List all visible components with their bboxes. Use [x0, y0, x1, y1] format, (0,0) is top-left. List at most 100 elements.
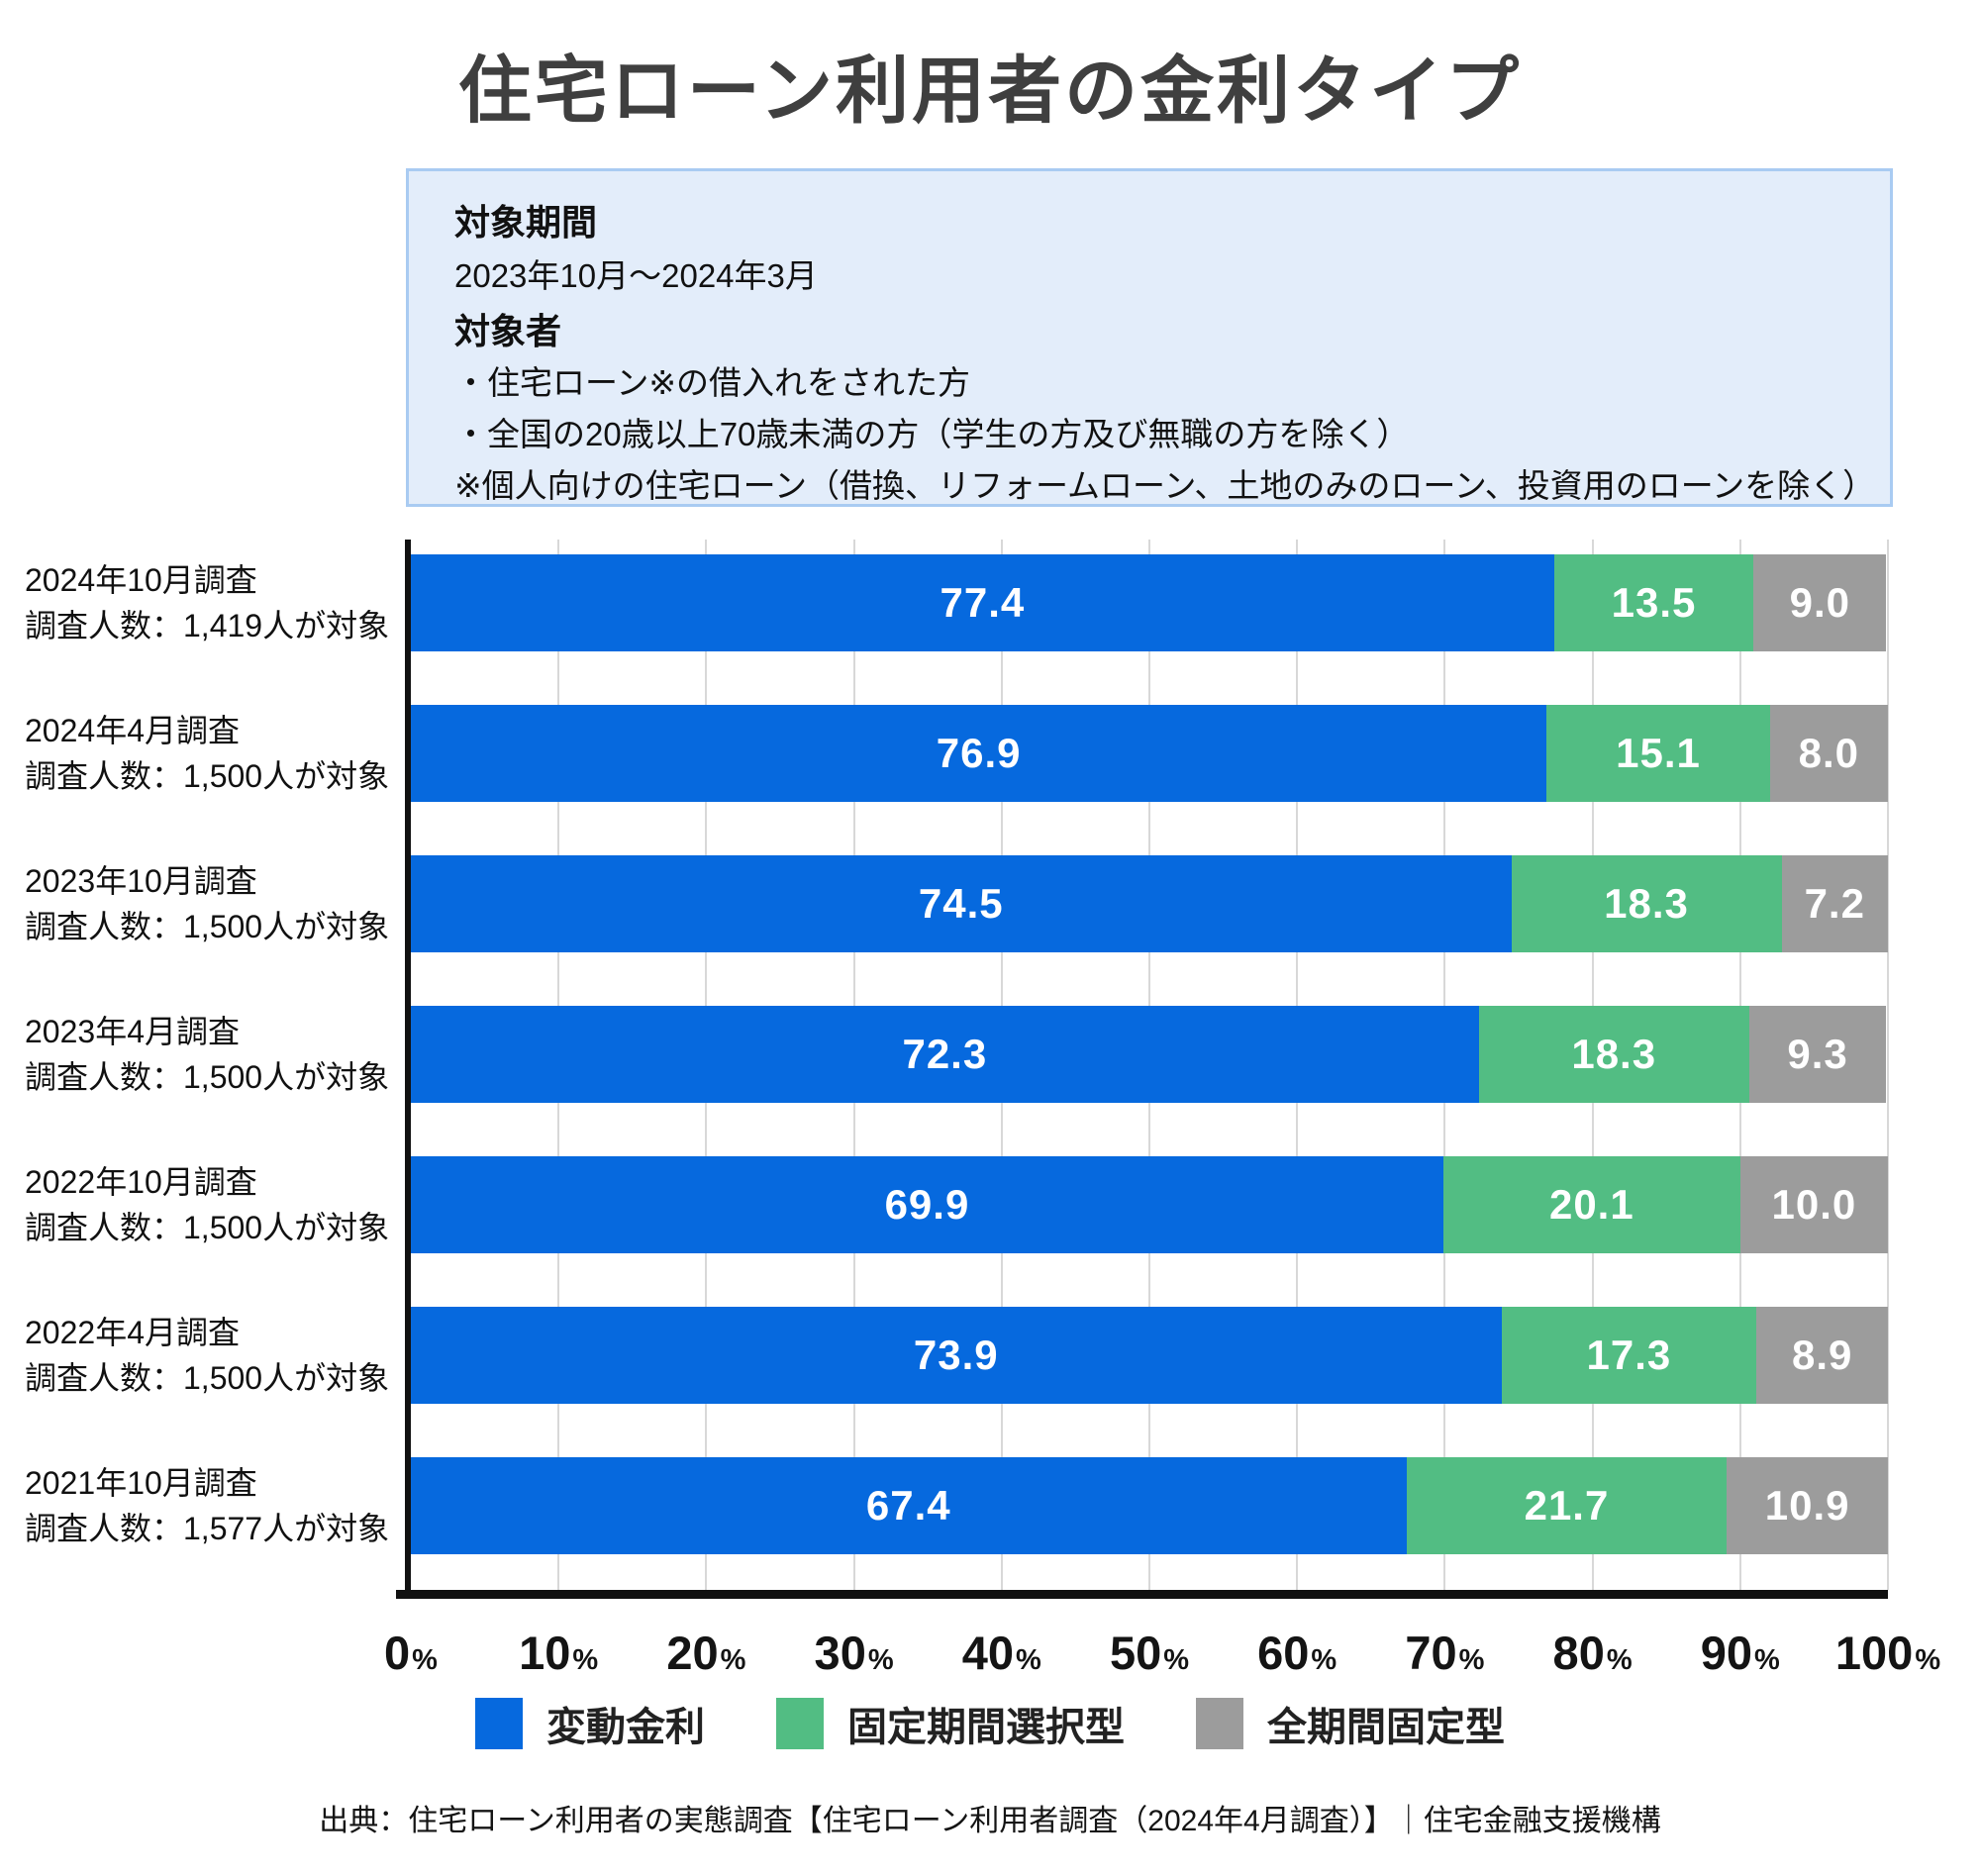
audience-line: ・住宅ローン※の借入れをされた方 [454, 364, 971, 401]
bar-value-label: 77.4 [940, 579, 1026, 626]
bar-segment-fixed-period-select: 17.3 [1501, 1307, 1757, 1404]
bar-value-label: 76.9 [936, 730, 1022, 776]
x-tick-label: 30% [815, 1626, 894, 1680]
bar-segment-full-term-fixed: 9.3 [1748, 1006, 1887, 1103]
bar-value-label: 20.1 [1548, 1181, 1634, 1228]
bar-segment-variable-rate: 73.9 [411, 1307, 1502, 1404]
row-label-sample: 調査人数：1,500人が対象 [25, 1059, 390, 1095]
period-label: 対象期間 [454, 202, 598, 243]
row-label-sample: 調査人数：1,500人が対象 [25, 1360, 390, 1396]
legend-label-fixed-period-select: 固定期間選択型 [847, 1706, 1125, 1749]
period-value: 2023年10月〜2024年3月 [454, 257, 818, 294]
gridline [1887, 540, 1889, 1590]
legend-swatch-full-term-fixed [1196, 1698, 1243, 1749]
legend-swatch-fixed-period-select [776, 1698, 824, 1749]
source-note: 出典：住宅ローン利用者の実態調査【住宅ローン利用者調査（2024年4月調査）】｜… [319, 1805, 1661, 1837]
row-label-sample: 調査人数：1,419人が対象 [25, 608, 390, 643]
y-axis-line [405, 540, 411, 1590]
bar-row: 72.3 18.3 9.3 [411, 1006, 1888, 1103]
x-tick-percent-sign: % [1016, 1644, 1041, 1676]
bar-segment-variable-rate: 76.9 [411, 705, 1547, 802]
bar-value-label: 18.3 [1604, 880, 1689, 927]
x-tick-percent-sign: % [1915, 1644, 1941, 1676]
bar-row: 77.4 13.5 9.0 [411, 554, 1888, 651]
row-label-sample: 調査人数：1,500人が対象 [25, 1210, 390, 1245]
x-tick-number: 0 [384, 1627, 411, 1679]
bar-segment-fixed-period-select: 18.3 [1511, 855, 1782, 952]
row-label: 2022年4月調査調査人数：1,500人が対象 [25, 1307, 411, 1404]
bar-value-label: 18.3 [1571, 1031, 1657, 1077]
row-label-survey: 2022年4月調査 [25, 1315, 240, 1350]
bar-segment-full-term-fixed: 8.9 [1756, 1307, 1889, 1404]
x-tick-percent-sign: % [720, 1644, 746, 1676]
x-tick-percent-sign: % [1311, 1644, 1337, 1676]
x-tick-number: 20 [666, 1627, 719, 1679]
bar-value-label: 9.0 [1789, 579, 1851, 626]
bar-segment-full-term-fixed: 9.0 [1753, 554, 1887, 651]
row-label-survey: 2022年10月調査 [25, 1164, 257, 1200]
x-tick-percent-sign: % [1606, 1644, 1633, 1676]
row-label-survey: 2024年10月調査 [25, 562, 257, 598]
legend: 変動金利 固定期間選択型 全期間固定型 [0, 1695, 1980, 1752]
x-tick-label: 80% [1553, 1626, 1633, 1680]
info-box: 対象期間 2023年10月〜2024年3月 対象者 ・住宅ローン※の借入れをされ… [406, 168, 1893, 507]
bar-value-label: 10.9 [1764, 1482, 1850, 1529]
x-tick-label: 100% [1835, 1626, 1940, 1680]
x-tick-percent-sign: % [412, 1644, 438, 1676]
row-label: 2022年10月調査調査人数：1,500人が対象 [25, 1156, 411, 1253]
x-tick-number: 10 [519, 1627, 571, 1679]
bar-value-label: 74.5 [918, 880, 1004, 927]
bar-value-label: 67.4 [865, 1482, 951, 1529]
plot-area: 77.4 13.5 9.0 76.9 15.1 8.0 74.5 18.3 7.2 72.3 18.… [411, 540, 1889, 1590]
x-tick-number: 80 [1552, 1627, 1605, 1679]
x-tick-number: 60 [1257, 1627, 1310, 1679]
x-tick-number: 100 [1834, 1627, 1914, 1679]
x-tick-percent-sign: % [867, 1644, 894, 1676]
bar-segment-variable-rate: 77.4 [411, 554, 1554, 651]
bar-segment-fixed-period-select: 18.3 [1478, 1006, 1749, 1103]
audience-label: 対象者 [454, 311, 562, 351]
bar-value-label: 15.1 [1616, 730, 1701, 776]
x-tick-label: 10% [519, 1626, 598, 1680]
row-label: 2024年10月調査調査人数：1,419人が対象 [25, 554, 411, 651]
bar-row: 69.9 20.1 10.0 [411, 1156, 1888, 1253]
x-tick-number: 50 [1109, 1627, 1162, 1679]
x-tick-label: 90% [1701, 1626, 1780, 1680]
bar-segment-fixed-period-select: 20.1 [1442, 1156, 1740, 1253]
legend-item-variable-rate: 変動金利 [475, 1695, 705, 1752]
x-tick-number: 90 [1700, 1627, 1753, 1679]
x-tick-label: 50% [1110, 1626, 1189, 1680]
x-tick-label: 0% [384, 1626, 438, 1680]
legend-label-variable-rate: 変動金利 [546, 1706, 705, 1749]
row-label-sample: 調査人数：1,500人が対象 [25, 758, 390, 794]
row-label: 2024年4月調査 調査人数：1,500人が対象 [25, 705, 411, 802]
audience-line: ※個人向けの住宅ローン（借換、リフォームローン、土地のみのローン、投資用のローン… [454, 467, 1876, 504]
bar-segment-fixed-period-select: 21.7 [1406, 1457, 1728, 1554]
x-tick-label: 40% [962, 1626, 1041, 1680]
bar-value-label: 8.0 [1798, 730, 1859, 776]
bar-segment-variable-rate: 67.4 [411, 1457, 1407, 1554]
bar-row: 76.9 15.1 8.0 [411, 705, 1888, 802]
x-axis-line [396, 1590, 1888, 1599]
bar-value-label: 69.9 [884, 1181, 970, 1228]
bar-value-label: 7.2 [1804, 880, 1865, 927]
x-tick-percent-sign: % [1754, 1644, 1780, 1676]
row-label: 2021年10月調査 調査人数：1,577人が対象 [25, 1457, 411, 1554]
bar-segment-fixed-period-select: 15.1 [1546, 705, 1770, 802]
bar-row: 67.4 21.7 10.9 [411, 1457, 1888, 1554]
row-label-survey: 2021年10月調査 [25, 1465, 257, 1501]
row-label: 2023年4月調査調査人数：1,500人が対象 [25, 1006, 411, 1103]
chart-title: 住宅ローン利用者の金利タイプ [457, 49, 1523, 132]
row-label-survey: 2023年4月調査 [25, 1014, 240, 1049]
bar-value-label: 9.3 [1787, 1031, 1848, 1077]
bar-segment-variable-rate: 72.3 [411, 1006, 1479, 1103]
bar-segment-full-term-fixed: 8.0 [1769, 705, 1888, 802]
row-label: 2023年10月調査 調査人数：1,500人が対象 [25, 855, 411, 952]
bar-value-label: 72.3 [902, 1031, 988, 1077]
x-tick-number: 40 [961, 1627, 1015, 1679]
x-tick-label: 60% [1257, 1626, 1336, 1680]
x-tick-percent-sign: % [1458, 1644, 1485, 1676]
bar-segment-full-term-fixed: 7.2 [1781, 855, 1888, 952]
bar-value-label: 10.0 [1771, 1181, 1857, 1228]
